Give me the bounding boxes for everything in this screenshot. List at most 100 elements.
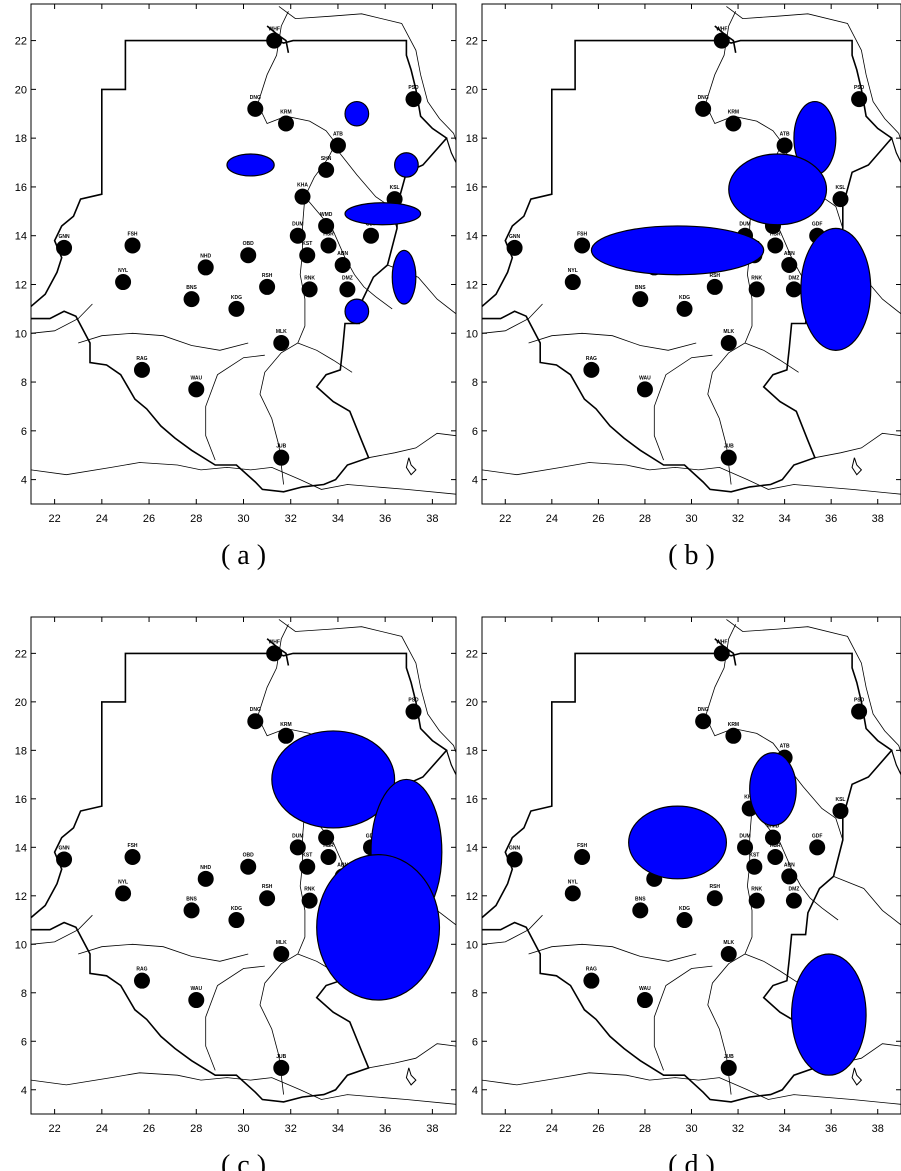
station-marker (318, 829, 335, 846)
map-line (851, 1067, 863, 1086)
map-line (78, 943, 249, 962)
blue-ellipse (590, 225, 765, 276)
station-marker (56, 239, 73, 256)
station-code: RNK (751, 275, 762, 281)
station-marker (706, 278, 723, 295)
lat-tick-label: 10 (15, 939, 27, 951)
lon-tick-label: 26 (592, 513, 604, 525)
station-marker (363, 227, 379, 244)
station-marker (188, 992, 205, 1009)
lat-tick-label: 4 (21, 475, 27, 487)
lat-tick-label: 18 (466, 745, 478, 757)
station-code: ABN (784, 862, 795, 868)
map-line (368, 1043, 456, 1069)
map-line (78, 332, 249, 351)
map-outlines: WHFPSDDNGKRMATBSHNKHAKSLWMDGDFDUMGNNFSHH… (482, 619, 901, 1105)
lat-tick-label: 16 (15, 182, 27, 194)
panel-caption: ( b ) (668, 540, 715, 571)
station-code: RNK (751, 887, 762, 893)
lat-tick-label: 8 (472, 988, 478, 1000)
station-marker (405, 703, 422, 720)
map-line (31, 39, 448, 493)
map-line (653, 354, 713, 461)
lat-tick-label: 12 (15, 279, 27, 291)
lon-tick-label: 38 (872, 1123, 884, 1135)
station-code: HSR (770, 231, 781, 237)
station-code: BNS (635, 896, 646, 902)
lat-tick-label: 4 (472, 1085, 478, 1097)
map-line (781, 759, 844, 841)
lon-tick-label: 32 (732, 513, 744, 525)
station-marker (767, 237, 784, 254)
station-marker (574, 237, 591, 254)
station-code: KDG (231, 295, 242, 301)
lon-tick-label: 30 (237, 513, 249, 525)
map-line (266, 25, 290, 53)
station-code: RAG (136, 356, 147, 362)
station-marker (737, 839, 754, 856)
station-code: JUB (724, 444, 734, 450)
station-marker (294, 188, 311, 205)
lat-tick-label: 12 (15, 891, 27, 903)
station-marker (695, 100, 712, 117)
station-marker (583, 361, 600, 378)
lon-tick-label: 34 (778, 513, 790, 525)
station-marker (197, 259, 214, 276)
station-code: GNN (58, 234, 70, 240)
lat-tick-label: 20 (466, 697, 478, 709)
lon-tick-label: 26 (143, 1123, 155, 1135)
station-code: DUM (292, 833, 303, 839)
station-code: RAG (136, 967, 147, 973)
map-line (833, 876, 901, 926)
station-marker (273, 945, 290, 962)
map-line (405, 457, 417, 476)
map-line (744, 342, 799, 373)
lon-tick-label: 30 (685, 1123, 697, 1135)
lat-tick-label: 6 (472, 426, 478, 438)
lon-tick-label: 24 (546, 1123, 558, 1135)
station-code: NYL (568, 879, 578, 885)
station-marker (636, 381, 653, 398)
station-code: DMZ (789, 275, 800, 281)
station-marker (247, 713, 264, 730)
station-marker (339, 281, 356, 298)
lat-tick-label: 18 (15, 133, 27, 145)
map-line (482, 303, 543, 334)
station-marker (266, 645, 283, 662)
station-marker (115, 885, 132, 902)
station-marker (746, 858, 763, 875)
station-code: DNG (698, 95, 709, 101)
blue-ellipse (394, 152, 419, 178)
station-code: RAG (586, 356, 597, 362)
lat-tick-label: 8 (21, 988, 27, 1000)
station-code: RNK (304, 887, 315, 893)
blue-ellipse (344, 100, 370, 127)
station-code: PSD (408, 698, 419, 704)
station-marker (720, 449, 737, 466)
station-marker (832, 191, 849, 208)
lat-tick-label: 14 (15, 231, 27, 243)
map-panel-b: WHFPSDDNGKRMATBSHNKHAKSLWMDGDFDUMGNNFSHH… (466, 3, 901, 571)
station-code: RAG (586, 967, 597, 973)
station-code: ABN (784, 251, 795, 257)
lon-tick-label: 30 (685, 513, 697, 525)
station-code: HSR (323, 231, 334, 237)
blue-ellipse (271, 730, 396, 829)
station-marker (725, 727, 742, 744)
station-marker (197, 870, 214, 887)
lon-tick-label: 26 (143, 513, 155, 525)
station-code: HSR (770, 843, 781, 849)
station-marker (785, 281, 802, 298)
blue-ellipse (344, 202, 422, 226)
map-line (714, 25, 737, 53)
station-code: KDG (231, 906, 242, 912)
station-marker (133, 972, 150, 989)
panel-caption: ( d ) (668, 1150, 715, 1171)
lon-tick-label: 38 (426, 1123, 438, 1135)
lon-tick-label: 32 (732, 1123, 744, 1135)
map-outlines: WHFPSDDNGKRMATBSHNKHAKSLWMDGDFDUMGNNFSHH… (31, 619, 456, 1105)
station-code: NYL (118, 268, 128, 274)
lon-tick-label: 36 (379, 1123, 391, 1135)
station-code: WHF (716, 27, 727, 33)
station-marker (748, 892, 765, 909)
